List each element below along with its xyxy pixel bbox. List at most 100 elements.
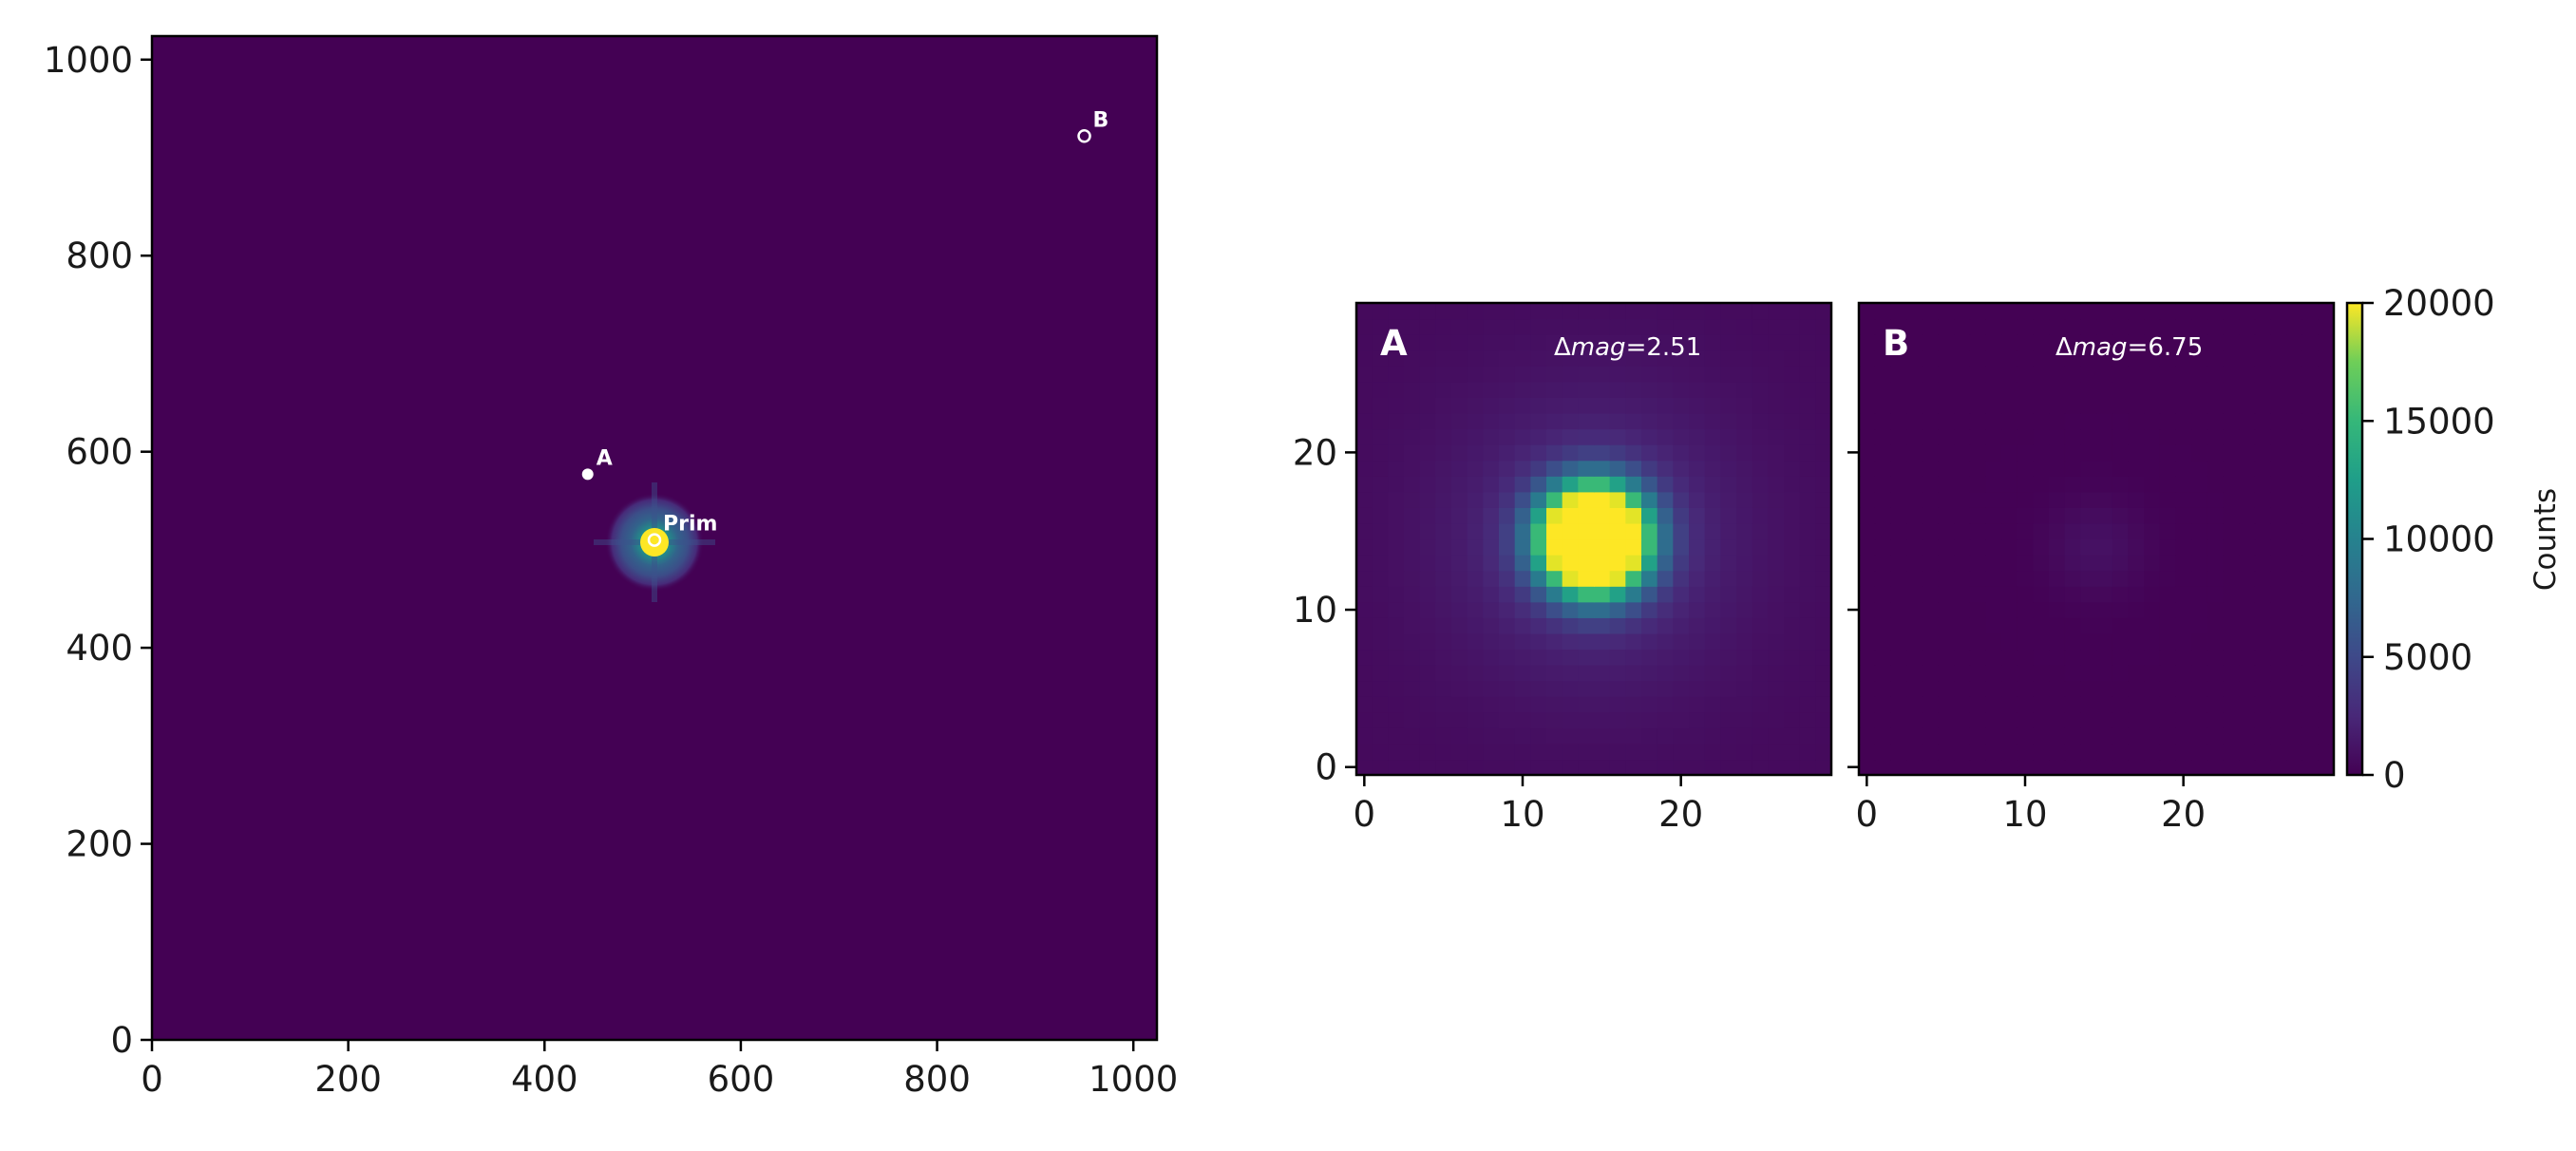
- cutout-b-pixels-pixel: [2175, 711, 2192, 728]
- cutout-b-pixels-pixel: [2254, 617, 2271, 634]
- cutout-b-pixels-pixel: [1985, 727, 2002, 745]
- cutout-b-pixels-pixel: [2049, 570, 2066, 587]
- cutout-a-pixels-pixel: [1530, 538, 1547, 556]
- cutout-a-pixels-pixel: [1530, 586, 1547, 603]
- cutout-b-pixels-pixel: [2191, 318, 2208, 335]
- cutout-a-pixels-pixel: [1768, 586, 1785, 603]
- cutout-a-pixels-pixel: [1530, 491, 1547, 508]
- cutout-b-pixels-pixel: [2254, 665, 2271, 682]
- cutout-a-pixels-pixel: [1372, 522, 1389, 540]
- cutout-a-pixels-pixel: [1467, 680, 1484, 697]
- cutout-b-pixels-pixel: [2254, 303, 2271, 320]
- cutout-b-pixels-pixel: [2096, 617, 2113, 634]
- cutout-b-pixels-pixel: [2286, 318, 2303, 335]
- cutout-b-pixels-pixel: [2096, 381, 2113, 398]
- cutout-b-pixels-pixel: [2033, 460, 2050, 477]
- cutout-b-pixels-pixel: [1954, 601, 1971, 618]
- cutout-a-pixels-pixel: [1673, 366, 1690, 383]
- cutout-b-pixels-pixel: [1859, 680, 1876, 697]
- cutout-a-pixels-pixel: [1546, 318, 1563, 335]
- cutout-b-pixels-pixel: [2239, 334, 2256, 351]
- cutout-b-pixels-pixel: [2286, 711, 2303, 728]
- cutout-b-pixels-pixel: [2112, 632, 2129, 651]
- cutout-b-pixels-pixel: [2270, 759, 2287, 776]
- cutout-a-pixels-pixel: [1578, 555, 1595, 572]
- cutout-b-pixels-pixel: [2033, 366, 2050, 383]
- cutout-b-pixels-pixel: [2318, 727, 2335, 745]
- cutout-a-pixels-pixel: [1752, 507, 1769, 524]
- cutout-b-pixels-pixel: [2017, 381, 2034, 398]
- cutout-b-pixels-pixel: [1954, 303, 1971, 320]
- cutout-a-pixels-pixel: [1704, 428, 1721, 445]
- cutout-a-pixels-pixel: [1578, 649, 1595, 666]
- cutout-b-pixels-pixel: [2064, 665, 2081, 682]
- cutout-b-pixels-pixel: [2001, 381, 2018, 398]
- cutout-b-pixels-pixel: [1938, 570, 1955, 587]
- cutout-a-pixels-pixel: [1372, 381, 1389, 398]
- cutout-b-pixels-pixel: [1954, 711, 1971, 728]
- cutout-a-pixels-pixel: [1625, 711, 1642, 728]
- cutout-b-pixels-pixel: [1859, 522, 1876, 540]
- cutout-b-pixels-pixel: [1859, 303, 1876, 320]
- cutout-b-pixels-pixel: [2175, 349, 2192, 367]
- cutout-b-pixels-pixel: [2049, 381, 2066, 398]
- cutout-b-pixels-pixel: [1890, 318, 1907, 335]
- cutout-b-pixels-pixel: [2017, 366, 2034, 383]
- cutout-a-pixels-pixel: [1815, 303, 1832, 320]
- cutout-b-pixels-pixel: [1922, 759, 1939, 776]
- cutout-b-pixels-pixel: [2128, 601, 2145, 618]
- cutout-b-pixels-pixel: [2159, 491, 2176, 508]
- cutout-b-pixels-pixel: [2017, 412, 2034, 430]
- cutout-b-pixels-pixel: [1969, 632, 1986, 651]
- cutout-b-pixels-pixel: [2017, 555, 2034, 572]
- cutout-a-pixels-pixel: [1815, 743, 1832, 761]
- cutout-b-pixels-pixel: [1938, 711, 1955, 728]
- cutout-a-pixels-pixel: [1815, 491, 1832, 508]
- cutout-b-pixels-pixel: [2270, 318, 2287, 335]
- cutout-a-pixels-pixel: [1467, 349, 1484, 367]
- cutout-a-pixels-pixel: [1799, 727, 1816, 745]
- cutout-a-pixels-pixel: [1815, 696, 1832, 713]
- cutout-a-pixels-pixel: [1467, 428, 1484, 445]
- cutout-a-pixels-pixel: [1388, 696, 1405, 713]
- cutout-a-pixels-pixel: [1372, 428, 1389, 445]
- cutout-b-pixels-pixel: [2254, 428, 2271, 445]
- cutout-a-pixels-pixel: [1799, 366, 1816, 383]
- cutout-a-pixels-pixel: [1435, 727, 1452, 745]
- cutout-a-pixels-pixel: [1356, 412, 1373, 430]
- cutout-a-pixels-pixel: [1689, 617, 1706, 634]
- cutout-b-pixels-pixel: [2096, 318, 2113, 335]
- cutout-b-pixels-pixel: [2191, 711, 2208, 728]
- cutout-a-pixels-pixel: [1467, 334, 1484, 351]
- cutout-a-pixels-pixel: [1799, 743, 1816, 761]
- cutout-b-pixels-pixel: [1938, 349, 1955, 367]
- cutout-a-pixels-pixel: [1451, 303, 1468, 320]
- cutout-a-pixels-pixel: [1720, 507, 1737, 524]
- cutout-b-pixels-pixel: [2096, 696, 2113, 713]
- cutout-b-pixels-pixel: [1859, 632, 1876, 651]
- cutout-b-pixels-pixel: [2001, 507, 2018, 524]
- cutout-b-pixels-pixel: [2270, 476, 2287, 493]
- cutout-a-pixels-pixel: [1404, 444, 1421, 462]
- cutout-a-pixels-pixel: [1372, 412, 1389, 430]
- cutout-b-pixels-pixel: [2049, 491, 2066, 508]
- cutout-a-pixels-pixel: [1483, 586, 1500, 603]
- cutout-a-pixels-pixel: [1784, 665, 1801, 682]
- cutout-b-pixels-pixel: [2175, 632, 2192, 651]
- cutout-a-pixels-pixel: [1467, 491, 1484, 508]
- cutout-b-pixels-pixel: [2286, 303, 2303, 320]
- cutout-a-pixels-pixel: [1594, 349, 1611, 367]
- cutout-a-pixels-pixel: [1499, 318, 1516, 335]
- cutout-b-pixels-pixel: [2159, 476, 2176, 493]
- cutout-b-pixels-pixel: [1969, 617, 1986, 634]
- cutout-b-pixels-pixel: [1969, 649, 1986, 666]
- cutout-a-pixels-pixel: [1625, 444, 1642, 462]
- cutout-a-pixels-pixel: [1768, 632, 1785, 651]
- cutout-a-pixels-pixel: [1578, 428, 1595, 445]
- cutout-b-pixels-pixel: [1859, 397, 1876, 414]
- cutout-a-pixels-pixel: [1799, 460, 1816, 477]
- cutout-a-pixels-pixel: [1419, 665, 1436, 682]
- cutout-a-pixels-pixel: [1625, 522, 1642, 540]
- cutout-b-pixels-pixel: [2080, 366, 2097, 383]
- cutout-b-pixels-pixel: [2128, 428, 2145, 445]
